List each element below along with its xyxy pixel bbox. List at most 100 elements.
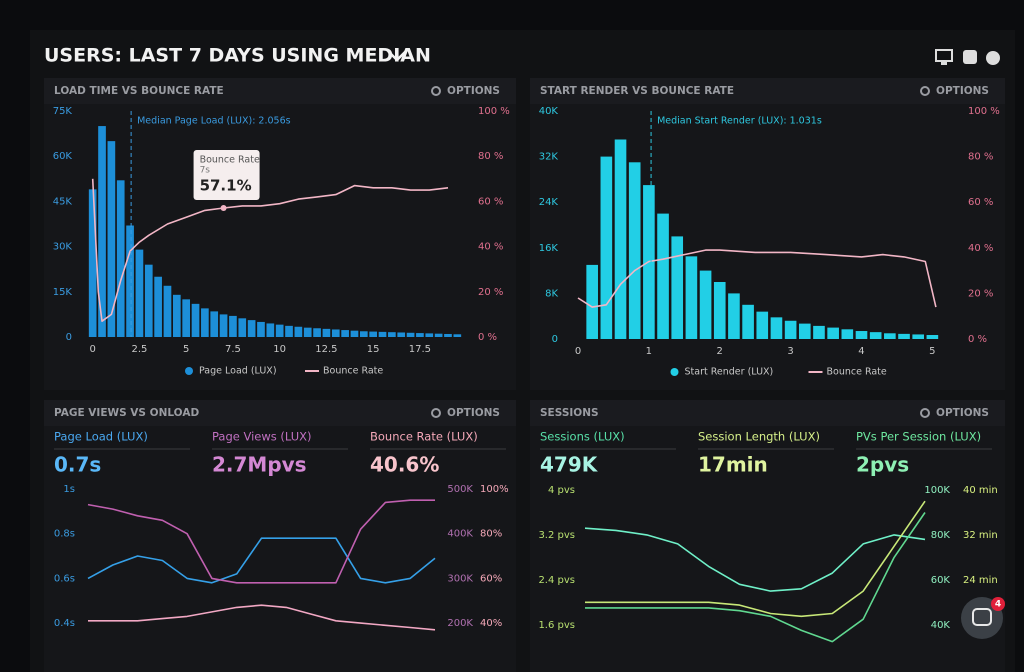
legend-label: Start Render (LUX) — [685, 367, 774, 378]
options-icon — [920, 408, 930, 418]
panel-title: PAGE VIEWS VS ONLOAD — [54, 407, 199, 419]
y-tick-label: 0.6s — [54, 573, 75, 584]
options-button[interactable]: OPTIONS — [447, 407, 500, 419]
bar — [685, 256, 698, 339]
line — [87, 499, 435, 584]
legend-label: Bounce Rate — [827, 367, 887, 378]
chat-badge — [991, 597, 1005, 611]
bar — [388, 332, 396, 337]
y2-tick-label: 200K — [447, 618, 473, 629]
bar — [257, 321, 265, 337]
panel — [44, 400, 516, 672]
panel-header — [44, 78, 516, 104]
y-tick-label: 4 pvs — [548, 485, 575, 496]
y3-tick-label: 80% — [480, 529, 502, 540]
line — [585, 512, 926, 643]
options-button[interactable]: OPTIONS — [447, 85, 500, 97]
y-tick-label: 3.2 pvs — [538, 530, 575, 541]
options-button[interactable]: OPTIONS — [936, 85, 989, 97]
bar — [191, 303, 200, 337]
bar — [841, 329, 854, 339]
x-tick-label: 7.5 — [225, 344, 241, 355]
x-tick-label: 2.5 — [131, 344, 147, 355]
y2-tick-label: 0 % — [478, 332, 497, 343]
options-icon — [431, 86, 441, 96]
tooltip-point — [220, 204, 227, 211]
y-tick-label: 1.6 pvs — [538, 620, 575, 631]
bar — [350, 330, 359, 337]
bar — [341, 330, 349, 337]
bar — [303, 327, 312, 337]
line — [91, 178, 449, 322]
bar — [126, 225, 134, 337]
x-tick-label: 17.5 — [409, 344, 431, 355]
y2-tick-label: 100 % — [478, 106, 510, 117]
dashboard-title: USERS: LAST 7 DAYS USING MEDIAN — [44, 45, 431, 67]
metric-value: 2pvs — [856, 453, 909, 477]
chat-icon — [972, 608, 992, 626]
y-tick-label: 2.4 pvs — [538, 575, 575, 586]
y3-tick-label: 24 min — [963, 575, 998, 586]
bar — [784, 320, 797, 339]
bar — [628, 162, 641, 339]
bar — [163, 285, 172, 337]
metric-value: 40.6% — [370, 453, 439, 477]
y-tick-label: 16K — [539, 243, 559, 254]
y2-tick-label: 80K — [931, 530, 951, 541]
bar — [331, 329, 340, 337]
title-dropdown[interactable] — [387, 50, 407, 62]
panel-header — [44, 400, 516, 426]
y2-tick-label: 0 % — [968, 334, 987, 345]
metric-value: 0.7s — [54, 453, 101, 477]
y-tick-label: 30K — [53, 242, 73, 253]
bar — [144, 264, 153, 337]
bar — [266, 323, 275, 337]
x-tick-label: 5 — [929, 346, 935, 357]
share-icon[interactable] — [963, 50, 977, 64]
y-tick-label: 15K — [53, 287, 73, 298]
x-tick-label: 3 — [787, 346, 793, 357]
monitor-icon[interactable] — [935, 49, 953, 65]
bar — [378, 331, 387, 337]
bar — [210, 311, 219, 337]
bar — [912, 334, 925, 339]
y-tick-label: 45K — [53, 196, 73, 207]
y-tick-label: 75K — [53, 106, 73, 117]
legend-label: Page Load (LUX) — [199, 366, 277, 377]
bar — [600, 156, 613, 339]
bar — [756, 311, 769, 339]
y2-tick-label: 20 % — [478, 287, 503, 298]
bar — [397, 332, 406, 337]
x-tick-label: 15 — [367, 344, 380, 355]
bar — [926, 335, 939, 339]
bar — [614, 139, 627, 339]
bar — [313, 328, 321, 337]
y-tick-label: 0 — [552, 334, 558, 345]
y-tick-label: 0.4s — [54, 618, 75, 629]
y2-tick-label: 60 % — [968, 197, 993, 208]
bar — [219, 314, 228, 337]
bar — [434, 333, 443, 337]
y3-tick-label: 100% — [480, 484, 509, 495]
bar — [238, 318, 247, 337]
line — [585, 500, 926, 618]
legend-swatch — [670, 368, 679, 376]
bar — [406, 332, 415, 337]
panel-header — [530, 400, 1005, 426]
y3-tick-label: 60% — [480, 573, 502, 584]
x-tick-label: 0 — [89, 344, 95, 355]
line — [584, 527, 926, 592]
bar — [88, 189, 97, 337]
bar — [285, 325, 293, 337]
bar — [898, 333, 910, 339]
bar — [798, 323, 811, 339]
y-tick-label: 32K — [539, 152, 559, 163]
help-icon[interactable] — [986, 51, 1000, 65]
bar — [359, 331, 368, 337]
panel — [530, 400, 1005, 672]
options-button[interactable]: OPTIONS — [936, 407, 989, 419]
y2-tick-label: 40 % — [478, 242, 503, 253]
bar — [813, 325, 825, 339]
y2-tick-label: 100K — [924, 485, 950, 496]
